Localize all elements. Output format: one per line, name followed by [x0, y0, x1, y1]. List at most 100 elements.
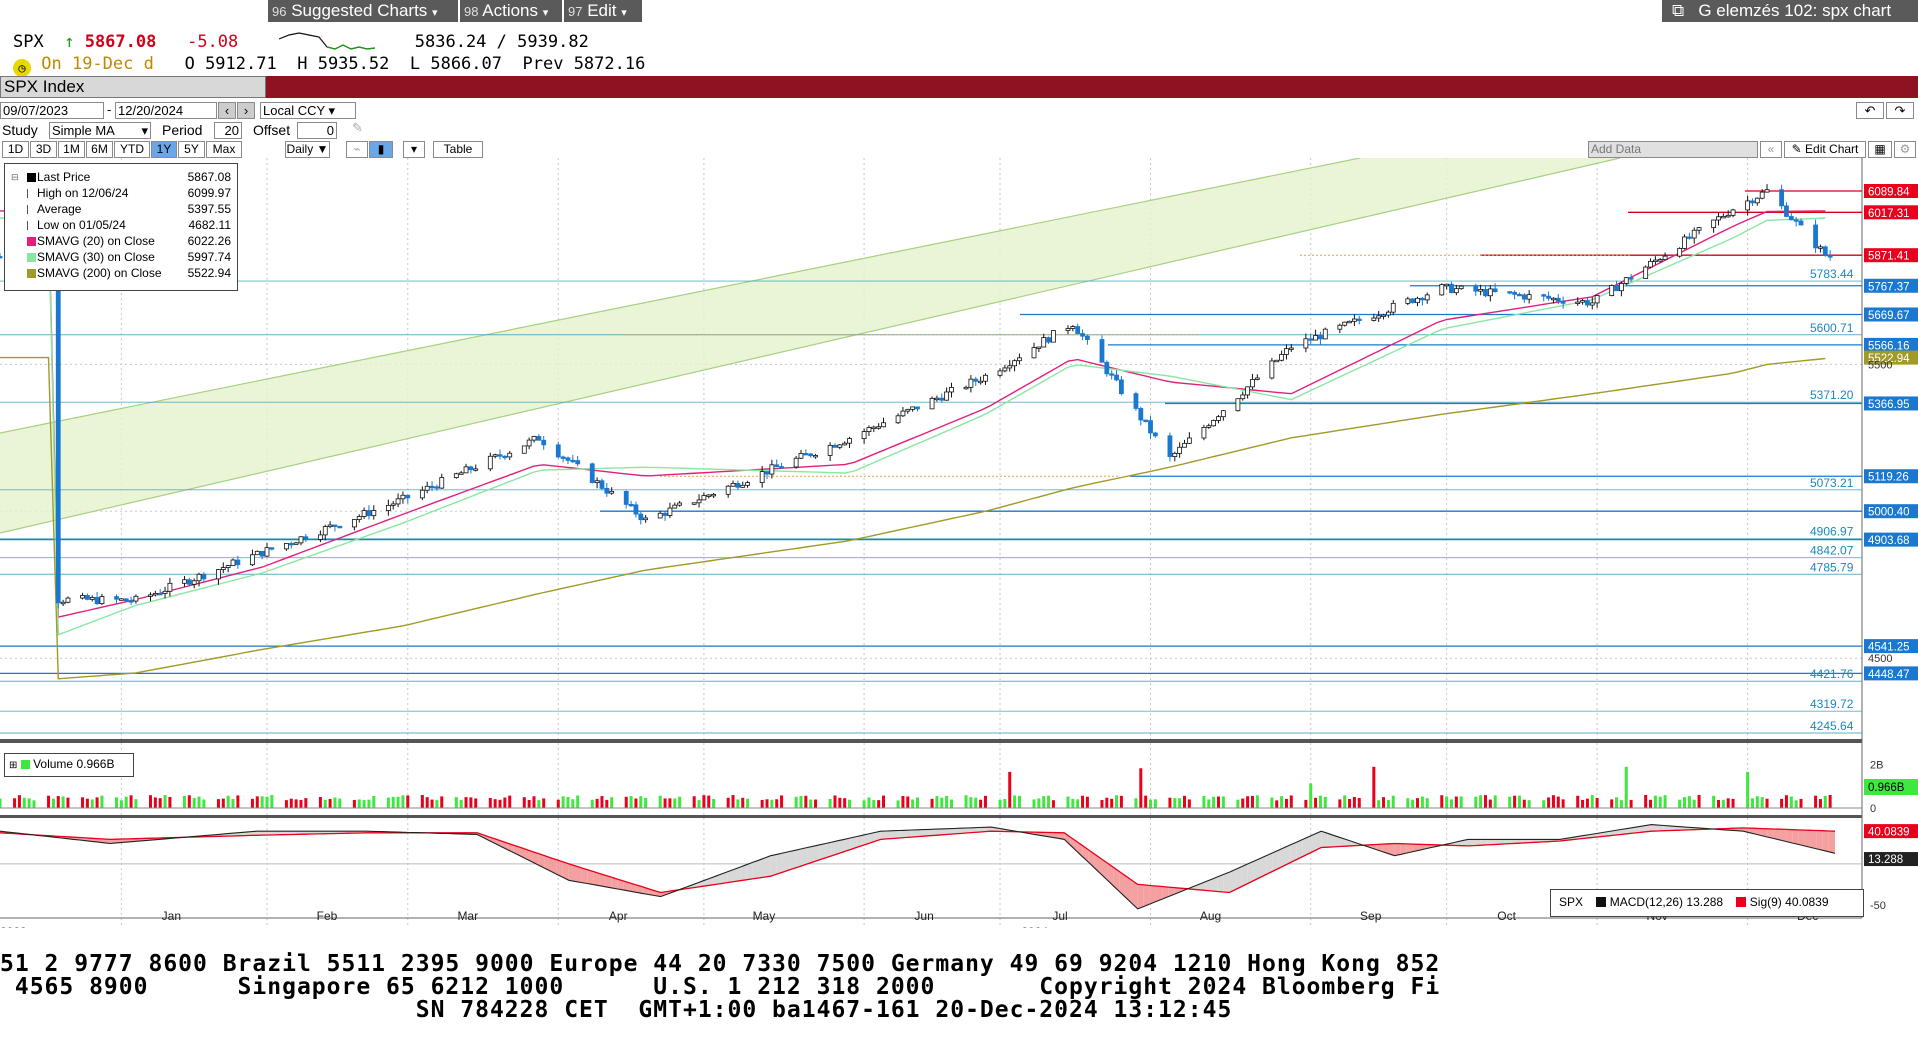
- add-data-input[interactable]: Add Data: [1588, 141, 1758, 158]
- candle-body: [1517, 293, 1522, 297]
- legend-row[interactable]: Low on 01/05/24 4682.11: [5, 218, 237, 233]
- currency-select[interactable]: Local CCY ▾: [260, 102, 356, 119]
- macd-histogram-fill: [275, 831, 282, 835]
- candle-body: [303, 536, 309, 540]
- study-select[interactable]: Simple MA ▾: [49, 122, 151, 139]
- macd-histogram-fill: [758, 858, 765, 878]
- legend-row[interactable]: ⊟ Last Price 5867.08: [5, 170, 237, 185]
- external-link-icon[interactable]: ⧉: [1672, 1, 1685, 20]
- macd-histogram-fill: [263, 831, 270, 836]
- table-button[interactable]: Table: [433, 141, 483, 158]
- candle-body: [1507, 291, 1513, 294]
- candle-style-icon[interactable]: ▮: [369, 141, 393, 158]
- volume-bar: [255, 796, 259, 808]
- collapse-icon[interactable]: «: [1760, 141, 1782, 158]
- redo-button[interactable]: ↷: [1886, 102, 1914, 119]
- volume-bar: [1459, 796, 1463, 808]
- frequency-select[interactable]: Daily ▼: [285, 141, 330, 158]
- range-button-max[interactable]: Max: [206, 141, 242, 158]
- volume-legend[interactable]: ⊞ Volume 0.966B: [4, 753, 134, 777]
- volume-bar: [595, 798, 599, 808]
- menu-bar: [0, 76, 1918, 98]
- legend-row[interactable]: SMAVG (20) on Close 6022.26: [5, 234, 237, 249]
- volume-bar: [1037, 798, 1041, 808]
- expand-icon[interactable]: ⊞: [9, 760, 18, 771]
- undo-button[interactable]: ↶: [1856, 102, 1884, 119]
- price-chart[interactable]: 6089.84 6017.31 5871.41 5767.37 5669.67 5566.…: [0, 158, 1918, 928]
- candle-body: [900, 410, 906, 417]
- volume-bar: [532, 796, 536, 808]
- range-button-3d[interactable]: 3D: [30, 141, 57, 158]
- gear-icon[interactable]: ⚙: [1894, 141, 1916, 158]
- candle-body: [458, 472, 464, 475]
- moving-averages: [0, 210, 1826, 680]
- candle-body: [978, 380, 984, 384]
- candle-body: [531, 436, 537, 441]
- macd-histogram-fill: [1804, 830, 1811, 848]
- chart-title-tab[interactable]: ⧉ G elemzés 102: spx chart: [1662, 0, 1918, 22]
- candle-body: [390, 503, 396, 506]
- macd-histogram-fill: [1498, 839, 1505, 845]
- end-date-input[interactable]: 12/20/2024: [115, 102, 217, 119]
- volume-bar: [1134, 798, 1138, 808]
- open-label: O: [184, 54, 195, 74]
- chart-legend[interactable]: ⊟ Last Price 5867.08 High on 12/06/24 6099.9…: [4, 163, 238, 291]
- sparkline-icon: [278, 32, 375, 50]
- range-button-ytd[interactable]: YTD: [114, 141, 150, 158]
- volume-bar: [27, 798, 31, 808]
- volume-bar: [1003, 798, 1007, 808]
- candle-body: [594, 480, 600, 484]
- candle-body: [1288, 347, 1294, 350]
- macd-legend[interactable]: SPX MACD(12,26) 13.288 Sig(9) 40.0839: [1550, 889, 1864, 917]
- price-tag: [1864, 532, 1918, 547]
- table-icon[interactable]: ▦: [1868, 141, 1892, 158]
- macd-histogram-fill: [636, 884, 643, 894]
- volume-bar: [231, 799, 235, 808]
- style-dropdown-icon[interactable]: ▾: [403, 141, 425, 158]
- security-field[interactable]: SPX Index: [0, 76, 266, 98]
- range-button-1d[interactable]: 1D: [2, 141, 29, 158]
- chart-style-icon[interactable]: ⌁: [346, 141, 368, 158]
- month-label: Apr: [609, 909, 628, 923]
- volume-bar: [1678, 799, 1682, 808]
- range-button-1y[interactable]: 1Y: [151, 141, 177, 158]
- collapse-icon[interactable]: ⊟: [11, 172, 19, 182]
- candlesticks: [0, 184, 1833, 609]
- month-label: Feb: [317, 909, 338, 923]
- prev-period-button[interactable]: ‹: [218, 102, 236, 119]
- legend-row[interactable]: Average 5397.55: [5, 202, 237, 217]
- edit-menu[interactable]: 97 Edit ▾: [564, 0, 642, 22]
- candle-body: [881, 422, 886, 428]
- suggested-charts-menu[interactable]: 96 Suggested Charts ▾: [268, 0, 458, 22]
- candle-body: [1798, 220, 1804, 226]
- macd-histogram-fill: [721, 871, 728, 884]
- macd-panel: [0, 824, 1862, 910]
- legend-row[interactable]: SMAVG (200) on Close 5522.94: [5, 266, 237, 281]
- pencil-icon[interactable]: ✎: [352, 120, 363, 135]
- candle-body: [1546, 295, 1551, 299]
- macd-histogram-fill: [893, 830, 900, 839]
- price-tag-label: 5119.26: [1868, 472, 1909, 484]
- offset-input[interactable]: 0: [297, 122, 337, 139]
- macd-histogram-fill: [599, 873, 606, 887]
- volume-bar: [935, 796, 939, 808]
- candle-body: [65, 597, 71, 603]
- candle-body: [216, 569, 221, 580]
- legend-row[interactable]: High on 12/06/24 6099.97: [5, 186, 237, 201]
- candle-body: [832, 444, 838, 448]
- legend-row[interactable]: SMAVG (30) on Close 5997.74: [5, 250, 237, 265]
- actions-menu[interactable]: 98 Actions ▾: [460, 0, 562, 22]
- volume-bar: [1382, 797, 1386, 808]
- period-input[interactable]: 20: [214, 122, 242, 139]
- volume-bar: [848, 799, 852, 808]
- volume-bar: [1483, 795, 1487, 808]
- next-period-button[interactable]: ›: [237, 102, 255, 119]
- macd-histogram-fill: [727, 869, 734, 883]
- edit-chart-button[interactable]: ✎ Edit Chart: [1784, 141, 1866, 158]
- candle-body: [1167, 435, 1173, 458]
- range-button-1m[interactable]: 1M: [58, 141, 85, 158]
- macd-tag-label: 13.288: [1868, 854, 1903, 866]
- range-button-5y[interactable]: 5Y: [178, 141, 205, 158]
- range-button-6m[interactable]: 6M: [86, 141, 113, 158]
- start-date-input[interactable]: 09/07/2023: [0, 102, 104, 119]
